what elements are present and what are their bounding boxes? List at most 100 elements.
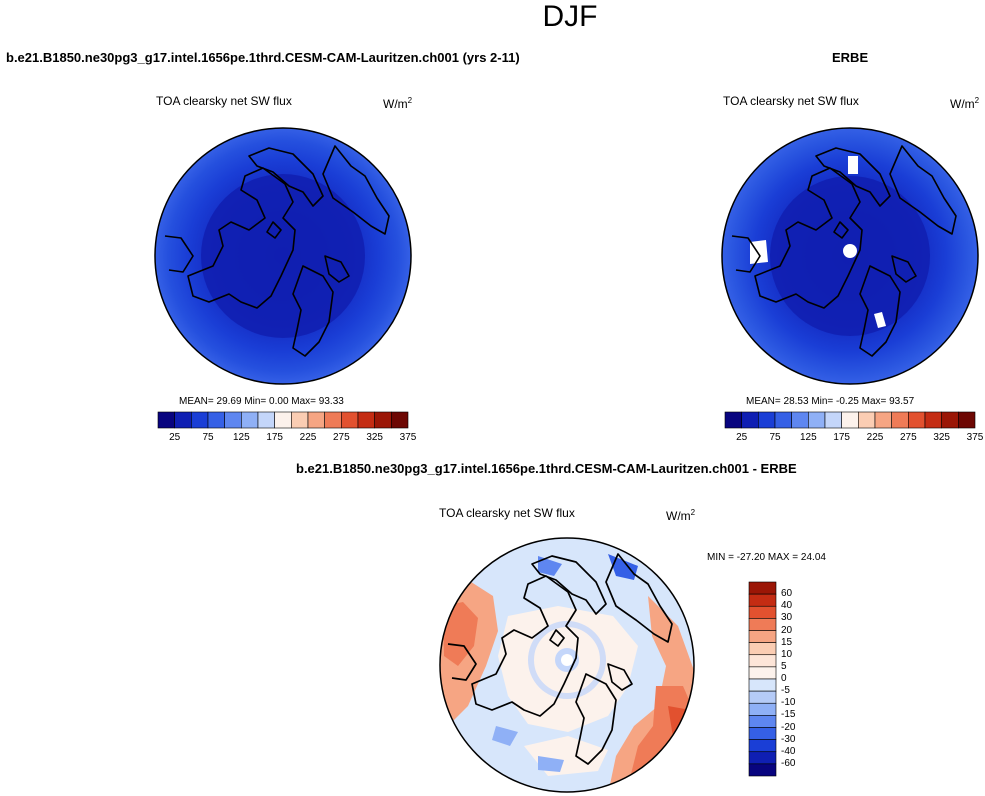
- colorbar-swatch: [748, 605, 777, 619]
- colorbar-tick-label: 15: [781, 636, 793, 648]
- panel-1-variable: TOA clearsky net SW flux: [156, 94, 292, 108]
- colorbar-swatch: [374, 411, 392, 429]
- panel-2-variable: TOA clearsky net SW flux: [723, 94, 859, 108]
- panel-3-map-border: [439, 537, 695, 793]
- colorbar-swatch: [891, 411, 909, 429]
- colorbar-tick-label: 375: [399, 432, 417, 443]
- colorbar-swatch: [157, 411, 175, 429]
- panel-1-stats: MEAN= 29.69 Min= 0.00 Max= 93.33: [179, 396, 344, 407]
- colorbar-tick-label: 10: [781, 648, 793, 660]
- panel-2-case-title: ERBE: [832, 50, 869, 65]
- colorbar-tick-label: 225: [299, 432, 317, 443]
- colorbar-tick-label: 375: [966, 432, 984, 443]
- panel-3-stats: MIN = -27.20 MAX = 24.04: [707, 552, 826, 563]
- colorbar-swatch: [724, 411, 742, 429]
- panel-2-colorbar: [724, 411, 976, 429]
- panel-1-polar-core: [201, 174, 365, 338]
- colorbar-swatch: [748, 751, 777, 765]
- colorbar-swatch: [941, 411, 959, 429]
- panel-1-map-border: [154, 127, 412, 385]
- colorbar-swatch: [748, 593, 777, 607]
- panel-1-coastlines: [164, 145, 390, 357]
- colorbar-tick-label: 25: [736, 432, 748, 443]
- colorbar-swatch: [874, 411, 892, 429]
- colorbar-tick-label: 40: [781, 600, 793, 612]
- panel-3-case-title: b.e21.B1850.ne30pg3_g17.intel.1656pe.1th…: [296, 461, 797, 476]
- colorbar-tick-label: 125: [799, 432, 817, 443]
- colorbar-swatch: [257, 411, 275, 429]
- colorbar-tick-label: 325: [366, 432, 383, 443]
- colorbar-tick-label: -60: [781, 757, 796, 769]
- colorbar-swatch: [748, 618, 777, 631]
- panel-2-stats: MEAN= 28.53 Min= -0.25 Max= 93.57: [746, 396, 915, 407]
- panel-2-missing-patch: [848, 156, 858, 174]
- panel-2-map-border: [721, 127, 979, 385]
- panel-2-units: W/m2: [950, 96, 980, 111]
- colorbar-tick-label: -10: [781, 697, 796, 709]
- colorbar-swatch: [224, 411, 242, 429]
- colorbar-swatch: [748, 654, 777, 668]
- panel-1-case-title: b.e21.B1850.ne30pg3_g17.intel.1656pe.1th…: [6, 50, 520, 65]
- colorbar-swatch: [748, 727, 777, 740]
- colorbar-tick-label: -40: [781, 745, 796, 757]
- panel-3-coastlines: [447, 553, 673, 765]
- colorbar-tick-label: 225: [866, 432, 884, 443]
- colorbar-swatch: [958, 411, 976, 429]
- colorbar-swatch: [748, 690, 777, 704]
- colorbar-tick-label: 175: [833, 432, 850, 443]
- panel-3-colorbar: [748, 581, 777, 777]
- colorbar-swatch: [774, 411, 792, 429]
- panel-2-coastlines: [731, 145, 957, 357]
- colorbar-swatch: [241, 411, 259, 429]
- colorbar-tick-label: 30: [781, 612, 793, 624]
- colorbar-swatch: [908, 411, 926, 429]
- panel-2-polar-map: [721, 127, 979, 385]
- panel-2-missing-patch: [874, 312, 886, 328]
- colorbar-tick-label: 60: [781, 588, 793, 600]
- colorbar-swatch: [758, 411, 776, 429]
- colorbar-swatch: [748, 581, 777, 595]
- colorbar-tick-label: 75: [202, 432, 214, 443]
- panel-2-missing-pole: [843, 244, 857, 258]
- colorbar-tick-label: -20: [781, 721, 796, 733]
- panel-2-colorbar-ticks: 25 75 125 175 225 275 325 375: [725, 432, 983, 446]
- colorbar-tick-label: 175: [266, 432, 283, 443]
- colorbar-swatch: [748, 739, 777, 753]
- colorbar-swatch: [748, 666, 777, 680]
- panel-3-variable: TOA clearsky net SW flux: [439, 506, 575, 520]
- panel-3-colorbar-ticks: 60 40 30 20 15 10 5 0 -5 -10 -15 -20 -30 -40 -60: [781, 582, 811, 776]
- panel-2-missing-patch: [750, 240, 768, 264]
- colorbar-tick-label: -15: [781, 709, 796, 721]
- colorbar-tick-label: -30: [781, 733, 796, 745]
- colorbar-swatch: [174, 411, 192, 429]
- colorbar-swatch: [824, 411, 842, 429]
- colorbar-tick-label: 25: [169, 432, 181, 443]
- colorbar-swatch: [924, 411, 942, 429]
- colorbar-swatch: [391, 411, 409, 429]
- colorbar-swatch: [274, 411, 292, 429]
- panel-1-colorbar: [157, 411, 409, 429]
- panel-1-polar-map: [154, 127, 412, 385]
- panel-1-units: W/m2: [383, 96, 413, 111]
- panel-3-units: W/m2: [666, 508, 696, 523]
- colorbar-swatch: [748, 678, 777, 692]
- colorbar-swatch: [791, 411, 809, 429]
- colorbar-tick-label: 275: [899, 432, 917, 443]
- colorbar-tick-label: 0: [781, 673, 787, 684]
- panel-1-colorbar-ticks: 25 75 125 175 225 275 325 375: [158, 432, 416, 446]
- colorbar-tick-label: 325: [933, 432, 950, 443]
- colorbar-swatch: [307, 411, 325, 429]
- colorbar-swatch: [748, 702, 777, 716]
- colorbar-swatch: [841, 411, 859, 429]
- colorbar-swatch: [748, 763, 777, 777]
- colorbar-tick-label: 20: [781, 624, 793, 636]
- colorbar-swatch: [191, 411, 209, 429]
- colorbar-swatch: [748, 630, 777, 643]
- panel-3-polar-map: [439, 537, 695, 793]
- colorbar-tick-label: 5: [781, 660, 787, 672]
- colorbar-tick-label: -5: [781, 685, 790, 697]
- colorbar-swatch: [324, 411, 342, 429]
- colorbar-tick-label: 75: [769, 432, 781, 443]
- colorbar-swatch: [357, 411, 375, 429]
- colorbar-swatch: [207, 411, 225, 429]
